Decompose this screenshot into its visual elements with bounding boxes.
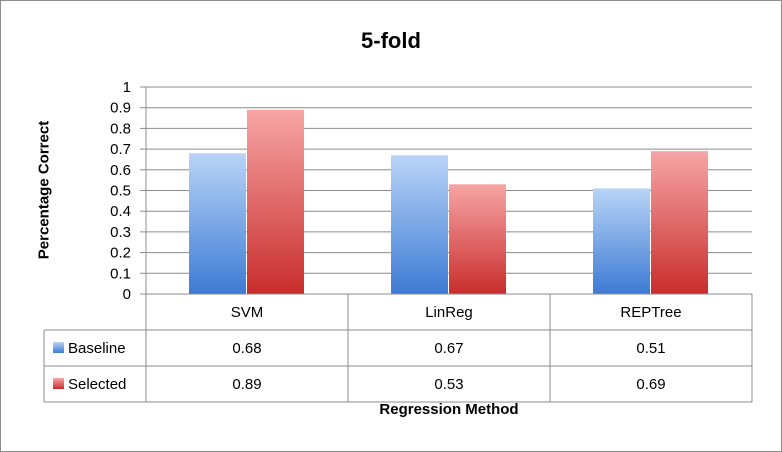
legend-label: Baseline [68, 340, 126, 357]
category-label: SVM [231, 304, 264, 321]
y-tick-label: 1 [123, 79, 131, 96]
legend-swatch [53, 378, 64, 389]
y-tick-label: 0.4 [110, 203, 131, 220]
category-label: LinReg [425, 304, 473, 321]
legend-label: Selected [68, 376, 126, 393]
data-label: 0.53 [434, 376, 463, 393]
y-tick-label: 0.8 [110, 120, 131, 137]
y-tick-label: 0.7 [110, 141, 131, 158]
y-tick-label: 0.3 [110, 224, 131, 241]
data-label: 0.69 [636, 376, 665, 393]
x-axis-title: Regression Method [379, 401, 519, 418]
bars [189, 109, 708, 295]
bar-selected-reptree [651, 151, 708, 294]
data-table: SVM LinReg REPTree Baseline 0.68 0.67 0.51 Sele… [43, 293, 753, 403]
bar-selected-linreg [449, 184, 506, 294]
data-label: 0.68 [232, 340, 261, 357]
y-tick-labels: 0 0.1 0.2 0.3 0.4 0.5 0.6 0.7 0.8 0.9 1 [110, 79, 131, 303]
data-label: 0.51 [636, 340, 665, 357]
y-tick-label: 0.2 [110, 245, 131, 262]
y-tick-label: 0.5 [110, 183, 131, 200]
bar-baseline-reptree [593, 188, 650, 294]
bar-selected-svm [247, 109, 304, 295]
bar-baseline-svm [189, 153, 246, 294]
y-tick-label: 0.9 [110, 100, 131, 117]
data-label: 0.89 [232, 376, 261, 393]
bar-baseline-linreg [391, 155, 448, 294]
legend-swatch [53, 342, 64, 353]
category-label: REPTree [620, 304, 681, 321]
chart-title: 5-fold [361, 28, 421, 53]
y-tick-label: 0 [123, 286, 131, 303]
y-tick-label: 0.6 [110, 162, 131, 179]
data-label: 0.67 [434, 340, 463, 357]
y-tick-label: 0.1 [110, 265, 131, 282]
